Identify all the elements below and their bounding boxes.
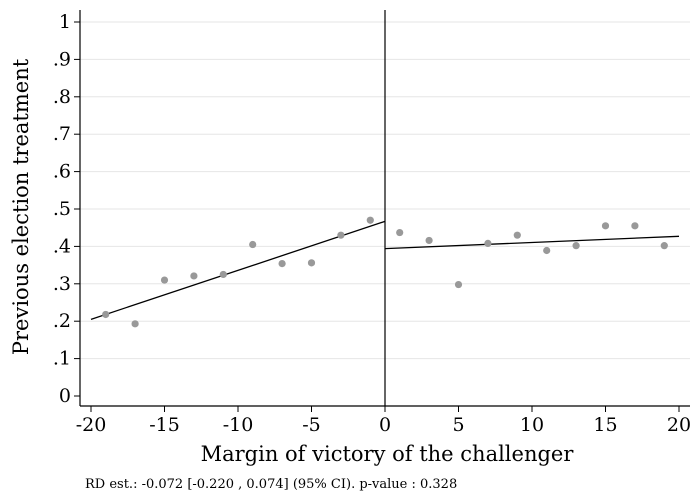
fit-lines (90, 220, 680, 320)
y-tick-label: .9 (53, 48, 71, 70)
data-point (631, 222, 639, 230)
fit-line-right (384, 235, 680, 250)
y-tick-label: .3 (53, 273, 71, 295)
data-point (454, 280, 463, 289)
x-axis-title: Margin of victory of the challenger (201, 442, 575, 466)
data-point (396, 228, 404, 237)
y-tick-label: .2 (53, 310, 71, 332)
y-tick-label: .6 (53, 161, 71, 183)
x-tick-label: 0 (379, 414, 391, 436)
x-tick-label: -15 (149, 414, 180, 436)
y-axis-title: Previous election treatment (9, 58, 33, 355)
data-point (190, 272, 198, 280)
x-tick-label: 10 (520, 414, 544, 436)
data-point (484, 239, 492, 248)
x-tick-label: -10 (223, 414, 254, 436)
fit-line-left (90, 220, 386, 320)
data-point (278, 260, 286, 268)
data-point (572, 242, 580, 250)
tick-labels: 0 .1 .2 .3 .4 .5 .6 .7 .8 .9 1 -20 -15 -10 -5 0 5 10 15 20 (53, 11, 691, 436)
x-tick-label: -20 (76, 414, 107, 436)
y-tick-label: .1 (53, 348, 71, 370)
data-point (307, 259, 316, 267)
data-point (160, 276, 169, 284)
data-point (131, 320, 139, 328)
rd-estimate-note: RD est.: -0.072 [-0.220 , 0.074] (95% CI… (85, 477, 457, 492)
data-point (102, 310, 110, 319)
y-tick-label: 1 (59, 11, 71, 33)
x-tick-label: 15 (593, 414, 617, 436)
data-point (337, 231, 345, 239)
data-point (425, 236, 433, 245)
data-point (249, 240, 257, 249)
x-tick-label: 20 (667, 414, 691, 436)
y-tick-label: 0 (59, 385, 71, 407)
data-point (219, 270, 227, 279)
y-tick-label: .4 (53, 235, 71, 257)
data-point (366, 216, 374, 224)
y-tick-label: .8 (53, 86, 71, 108)
data-point (660, 242, 668, 250)
x-tick-label: -5 (302, 414, 321, 436)
data-point (513, 231, 521, 239)
y-tick-label: .5 (53, 198, 71, 220)
x-tick-label: 5 (452, 414, 464, 436)
data-point (543, 246, 551, 255)
y-tick-label: .7 (53, 123, 71, 145)
data-point (601, 222, 610, 230)
data-points (102, 216, 668, 328)
axes (79, 10, 690, 407)
